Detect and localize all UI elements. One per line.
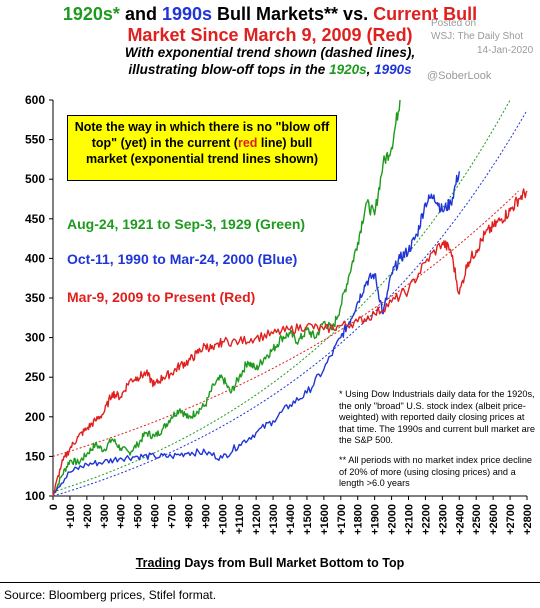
x-tick-label: +2800: [522, 504, 534, 535]
y-tick-label: 400: [25, 251, 45, 265]
x-axis-label: Trading Days from Bull Market Bottom to …: [0, 556, 540, 570]
x-tick-label: +1000: [217, 504, 229, 535]
footnote-1: * Using Dow Industrials daily data for t…: [339, 389, 535, 446]
x-axis-label-trading: Trading: [135, 556, 181, 570]
legend-red: Mar-9, 2009 to Present (Red): [67, 289, 256, 305]
watermark-posted: Posted on: [431, 18, 477, 29]
x-tick-label: +900: [200, 504, 212, 529]
callout-text-red: red: [237, 136, 258, 150]
footnote-2: ** All periods with no market index pric…: [339, 454, 533, 489]
x-tick-label: +1800: [353, 504, 365, 535]
trend-lines: [52, 99, 528, 497]
title-current-bull: Current Bull: [373, 4, 478, 24]
y-tick-label: 350: [25, 291, 45, 305]
series-line: [52, 99, 401, 497]
y-tick-label: 550: [25, 133, 45, 147]
chart-axes: 100 150 200 250 300 350 400 450 500 550 600 0 +100 +2…: [25, 93, 534, 535]
x-tick-label: +700: [167, 504, 179, 529]
x-tick-label: 0: [48, 504, 60, 510]
y-tick-label: 200: [25, 410, 45, 424]
x-tick-label: +600: [150, 504, 162, 529]
subtitle-line-1: With exponential trend shown (dashed lin…: [124, 45, 416, 60]
trend-line: [52, 110, 528, 497]
title-1920s: 1920s*: [62, 4, 120, 24]
chart-title-line-1: 1920s* and 1990s Bull Markets** vs. Curr…: [0, 4, 540, 25]
subtitle-text: illustrating blow-off tops in the: [128, 62, 330, 77]
footer-rule: [0, 582, 540, 583]
y-tick-label: 250: [25, 370, 45, 384]
x-tick-label: +2100: [404, 504, 416, 535]
x-tick-label: +2300: [437, 504, 449, 535]
x-axis-label-rest: Days from Bull Market Bottom to Top: [180, 556, 405, 570]
callout-text-2: line) bull market (exponential trend lin…: [86, 136, 318, 166]
x-tick-label: +1400: [285, 504, 297, 535]
x-tick-label: +2000: [387, 504, 399, 535]
watermark-handle: @SoberLook: [427, 70, 492, 82]
footnotes: * Using Dow Industrials daily data for t…: [339, 389, 535, 498]
series-line: [52, 188, 528, 497]
y-tick-label: 500: [25, 172, 45, 186]
trend-line: [52, 190, 519, 457]
chart-title: 1920s* and 1990s Bull Markets** vs. Curr…: [0, 4, 540, 46]
chart-subtitle: With exponential trend shown (dashed lin…: [0, 44, 540, 78]
subtitle-line-2: illustrating blow-off tops in the 1920s,…: [0, 61, 540, 78]
series-lines: [52, 99, 528, 497]
x-tick-label: +2500: [471, 504, 483, 535]
x-tick-label: +2200: [420, 504, 432, 535]
y-tick-label: 600: [25, 93, 45, 107]
title-and: and: [119, 4, 162, 24]
y-tick-label: 100: [25, 489, 45, 503]
y-tick-label: 450: [25, 212, 45, 226]
x-tick-label: +300: [99, 504, 111, 529]
x-tick-label: +1600: [319, 504, 331, 535]
x-tick-label: +1100: [234, 504, 246, 534]
callout-box: Note the way in which there is no "blow …: [67, 115, 337, 181]
x-tick-label: +1700: [336, 504, 348, 535]
source-note: Source: Bloomberg prices, Stifel format.: [4, 588, 217, 602]
x-tick-label: +800: [183, 504, 195, 529]
trend-line: [52, 99, 511, 493]
x-tick-label: +400: [116, 504, 128, 529]
watermark-source: WSJ: The Daily Shot: [431, 31, 524, 42]
legend-blue: Oct-11, 1990 to Mar-24, 2000 (Blue): [67, 251, 298, 267]
subtitle-1990s: 1990s: [374, 62, 412, 77]
callout-text-1: Note the way in which there is no "blow …: [74, 120, 330, 150]
x-tick-label: +2700: [505, 504, 517, 535]
legend-green: Aug-24, 1921 to Sep-3, 1929 (Green): [67, 216, 306, 232]
watermark-date: 14-Jan-2020: [477, 45, 534, 56]
x-tick-label: +1900: [370, 504, 382, 535]
x-tick-label: +100: [65, 504, 77, 529]
y-tick-label: 150: [25, 449, 45, 463]
x-tick-label: +1300: [268, 504, 280, 535]
series-line: [52, 171, 460, 494]
x-tick-label: +2400: [454, 504, 466, 535]
subtitle-1920s: 1920s: [329, 62, 367, 77]
x-tick-label: +1500: [302, 504, 314, 535]
chart-title-line-2: Market Since March 9, 2009 (Red): [127, 25, 413, 45]
title-bull-markets: Bull Markets** vs.: [212, 4, 374, 24]
title-1990s: 1990s: [161, 4, 213, 24]
x-tick-label: +1200: [251, 504, 263, 535]
x-tick-label: +2600: [488, 504, 500, 535]
subtitle-comma: ,: [366, 62, 375, 77]
x-tick-label: +200: [82, 504, 94, 529]
y-tick-label: 300: [25, 331, 45, 345]
x-tick-label: +500: [133, 504, 145, 529]
